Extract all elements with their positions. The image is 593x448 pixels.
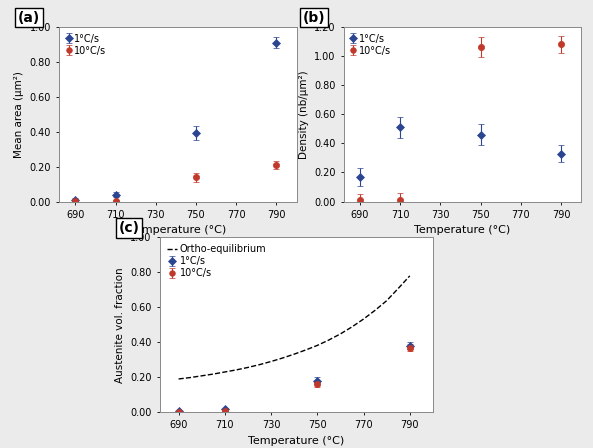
Text: (a): (a) (18, 11, 40, 25)
Legend: Ortho-equilibrium, 1°C/s, 10°C/s: Ortho-equilibrium, 1°C/s, 10°C/s (165, 242, 268, 280)
Ortho-equilibrium (267, 359, 275, 364)
Legend: 1°C/s, 10°C/s: 1°C/s, 10°C/s (349, 32, 393, 58)
X-axis label: Temperature (°C): Temperature (°C) (248, 436, 345, 446)
Ortho-equilibrium (360, 316, 367, 322)
Ortho-equilibrium (326, 337, 333, 343)
X-axis label: Temperature (°C): Temperature (°C) (415, 225, 511, 236)
Ortho-equilibrium (187, 375, 194, 380)
Text: (b): (b) (302, 11, 325, 25)
Ortho-equilibrium (279, 355, 286, 361)
Ortho-equilibrium (337, 331, 344, 336)
Line: Ortho-equilibrium: Ortho-equilibrium (178, 276, 410, 379)
Legend: 1°C/s, 10°C/s: 1°C/s, 10°C/s (64, 32, 108, 58)
Ortho-equilibrium (383, 298, 390, 303)
Ortho-equilibrium (314, 343, 321, 348)
Ortho-equilibrium (372, 308, 379, 313)
Ortho-equilibrium (210, 371, 217, 377)
Ortho-equilibrium (175, 376, 182, 382)
Ortho-equilibrium (406, 273, 413, 279)
Ortho-equilibrium (256, 362, 263, 367)
Ortho-equilibrium (233, 367, 240, 373)
Ortho-equilibrium (221, 369, 228, 375)
Y-axis label: Austenite vol. fraction: Austenite vol. fraction (114, 267, 125, 383)
Ortho-equilibrium (291, 352, 298, 357)
Y-axis label: Mean area (μm²): Mean area (μm²) (14, 71, 24, 158)
Text: (c): (c) (119, 221, 139, 235)
Ortho-equilibrium (244, 365, 251, 370)
Ortho-equilibrium (395, 286, 402, 291)
Ortho-equilibrium (302, 347, 310, 353)
X-axis label: Temperature (°C): Temperature (°C) (130, 225, 226, 236)
Ortho-equilibrium (349, 324, 356, 330)
Y-axis label: Density (nb/μm²): Density (nb/μm²) (298, 70, 308, 159)
Ortho-equilibrium (198, 373, 205, 379)
